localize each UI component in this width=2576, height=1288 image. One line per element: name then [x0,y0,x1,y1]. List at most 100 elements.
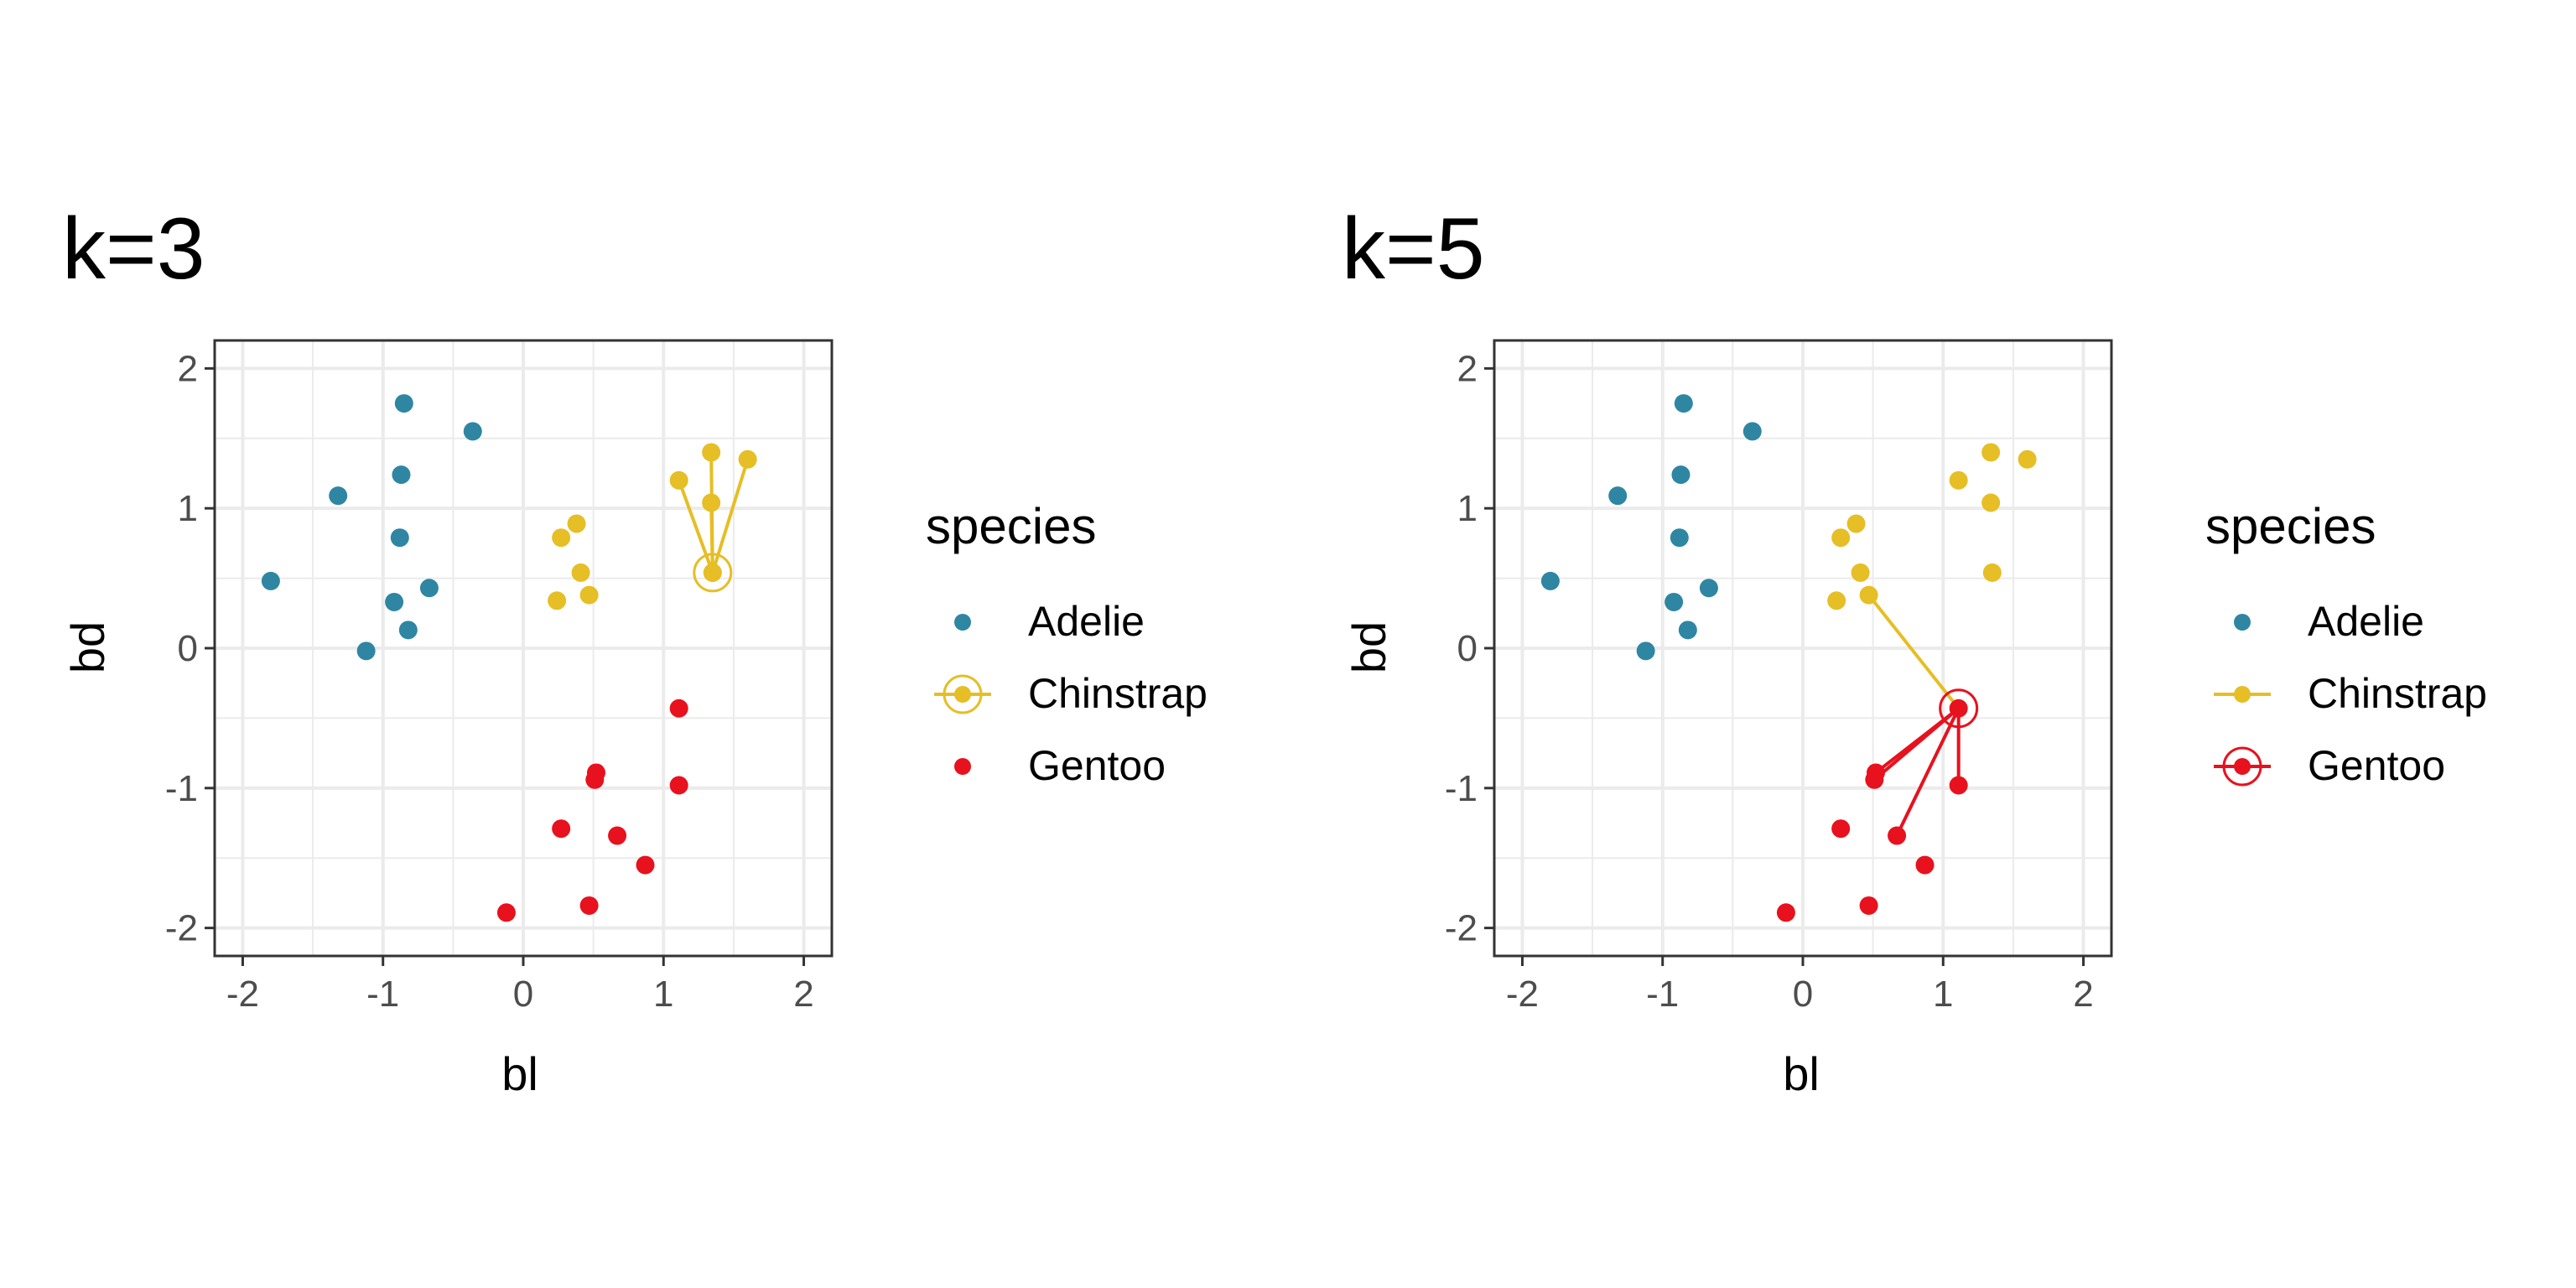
x-tick-label: 1 [653,974,673,1015]
plot-area: -2 -1 0 1 2 -2 -1 0 1 2 [165,339,834,1015]
data-point-chinstrap [1827,591,1846,610]
data-point-adelie [1670,528,1689,548]
legend-key-adelie [2234,614,2251,631]
plot-area: -2 -1 0 1 2 -2 -1 0 1 2 [1445,339,2113,1015]
data-point-chinstrap [738,449,757,469]
y-tick-label: 0 [1457,628,1478,669]
data-point-adelie [1540,571,1560,590]
legend-key-chinstrap [2214,686,2271,703]
x-tick-label: 1 [1933,974,1953,1015]
y-tick-label: -1 [1445,768,1478,809]
legend-key-chinstrap [934,674,991,714]
x-tick-label: 0 [513,974,533,1015]
y-axis-title: bd [1343,621,1395,673]
query-point [703,563,722,582]
legend-key-point [954,614,971,631]
data-point-chinstrap [669,470,688,490]
data-point-adelie [1678,621,1697,640]
data-point-adelie [385,592,404,611]
x-axis-title: bl [1783,1047,1820,1100]
data-point-chinstrap [1949,470,1968,490]
data-point-gentoo [496,903,516,922]
data-point-chinstrap [567,514,586,533]
data-point-adelie [392,465,411,485]
neighbor-line [1867,594,1961,709]
x-tick-label: -2 [226,974,259,1015]
data-point-gentoo [1776,903,1795,922]
data-point-adelie [1674,394,1693,413]
x-tick-label: -1 [366,974,399,1015]
data-point-adelie [394,394,413,413]
data-point-chinstrap [1981,493,2001,512]
data-point-gentoo [1865,770,1884,789]
data-point-adelie [398,621,418,640]
neighbor-line [710,459,750,574]
data-point-gentoo [1915,855,1935,875]
data-point-chinstrap [1851,563,1870,582]
data-point-chinstrap [548,591,567,610]
legend-key-ring [943,674,983,714]
legend-label-adelie: Adelie [1028,598,1145,645]
data-point-chinstrap [571,563,590,582]
neighbor-line [709,502,714,573]
panel-title: k=5 [1342,200,1485,298]
query-point [1949,699,1968,718]
data-point-gentoo [608,826,627,845]
data-point-gentoo [1831,819,1851,839]
data-point-chinstrap [1846,514,1866,533]
panel-title: k=3 [62,200,205,298]
data-point-gentoo [1888,826,1907,845]
data-point-adelie [419,579,439,598]
legend-key-ring [2222,746,2262,787]
legend-title: species [926,498,1096,554]
legend-key-gentoo [2214,746,2271,787]
legend-key-point [2234,758,2251,775]
y-tick-label: -2 [1445,908,1478,949]
legend-key-point [2234,614,2251,631]
y-tick-label: -2 [165,908,198,949]
data-point-chinstrap [1982,563,2002,582]
legend-key-point [2234,686,2251,703]
y-tick-label: 1 [1457,488,1478,529]
legend-label-gentoo: Gentoo [1028,742,1166,789]
data-point-adelie [390,528,409,548]
data-point-adelie [356,641,376,661]
data-point-gentoo [579,896,599,915]
legend-label-adelie: Adelie [2308,598,2424,645]
data-point-chinstrap [1981,443,2001,462]
data-point-chinstrap [579,585,599,605]
data-point-chinstrap [702,443,721,462]
data-point-adelie [1608,486,1628,506]
legend-label-chinstrap: Chinstrap [1028,670,1208,717]
neighbor-line [1895,707,1961,837]
y-tick-label: 0 [178,628,198,669]
legend-key-point [954,686,971,703]
legend-title: species [2205,498,2376,554]
data-point-adelie [1742,422,1762,441]
data-point-adelie [1699,579,1718,598]
y-tick-label: 1 [178,488,198,529]
data-point-gentoo [1859,896,1878,915]
neighbor-line [677,480,714,574]
data-point-chinstrap [1859,585,1878,605]
legend-label-chinstrap: Chinstrap [2308,670,2487,717]
x-tick-label: 2 [2073,974,2093,1015]
data-point-adelie [329,486,348,506]
data-point-chinstrap [552,528,571,548]
data-point-adelie [1665,592,1684,611]
x-tick-label: -1 [1646,974,1679,1015]
x-axis-title: bl [501,1047,538,1100]
x-tick-label: -2 [1506,974,1539,1015]
legend-key-adelie [954,614,971,631]
y-tick-label: 2 [178,348,198,389]
data-point-chinstrap [1831,528,1851,548]
legend-key-point [954,758,971,775]
data-point-adelie [463,422,482,441]
data-point-gentoo [1949,776,1968,795]
data-point-gentoo [669,776,688,795]
legend-label-gentoo: Gentoo [2308,742,2445,789]
data-point-gentoo [552,819,571,839]
query-point-ring [1939,688,1979,729]
